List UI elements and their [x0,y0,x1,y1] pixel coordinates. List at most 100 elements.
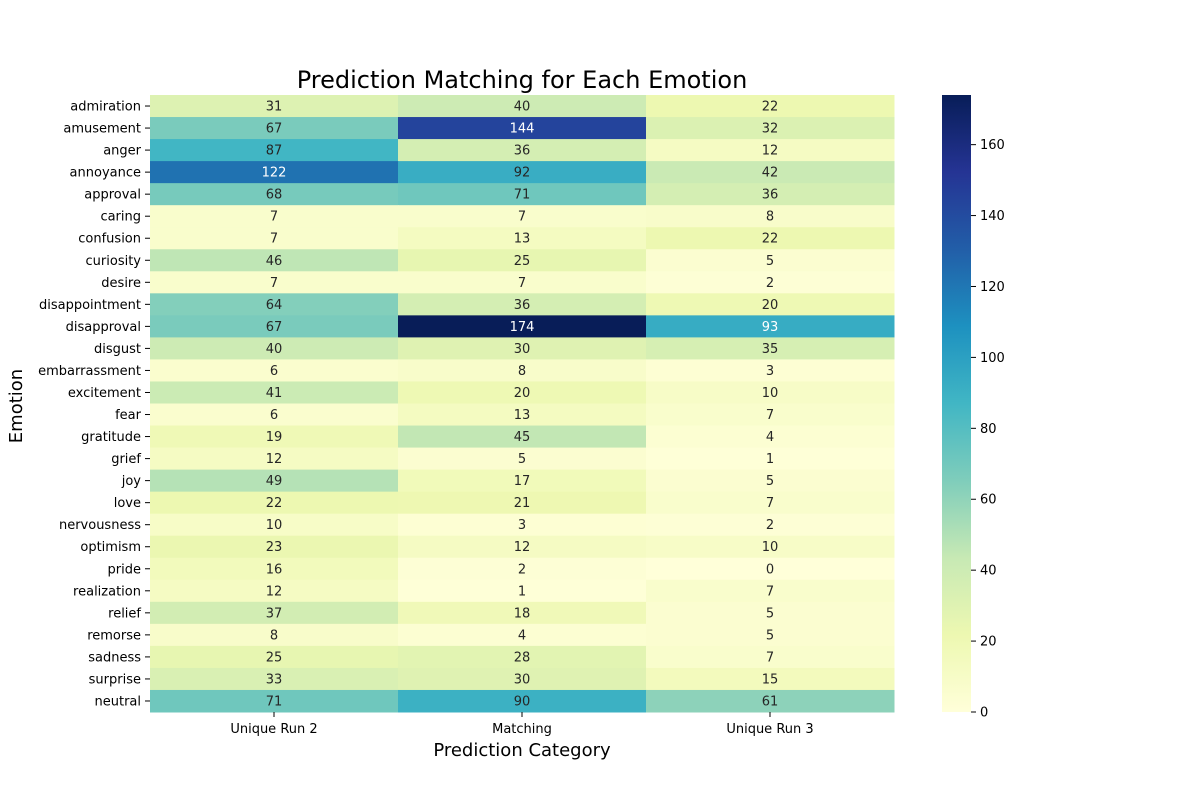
heatmap-cell [150,95,399,118]
cell-value-label: 93 [762,320,779,335]
heatmap-cell [398,271,647,294]
colorbar-tick-label: 160 [980,138,1005,153]
heatmap-cell [150,623,399,647]
heatmap-cell [398,491,647,515]
y-tick-label: realization [73,584,141,599]
cell-value-label: 22 [266,496,283,511]
colorbar: 0 20 40 60 80 100 120 140 160 [942,95,1005,721]
cell-value-label: 25 [266,650,283,665]
y-tick-label: caring [100,210,141,225]
heatmap-cell [150,557,399,581]
cell-value-label: 8 [518,364,526,379]
heatmap-cell [646,271,895,294]
heatmap-cell [646,183,895,206]
heatmap-cell [646,227,895,250]
cell-value-label: 64 [266,298,283,313]
cell-value-label: 7 [766,496,774,511]
heatmap-cell [398,601,647,625]
heatmap-cell [150,447,399,471]
heatmap-cell [398,161,647,184]
y-tick-labels: admiration amusement anger annoyance approva… [38,100,150,709]
cell-value-label: 12 [514,540,531,555]
heatmap-cell [646,249,895,272]
cell-value-label: 5 [766,474,774,489]
heatmap-cell [646,469,895,493]
heatmap-cell [398,337,647,360]
colorbar-gradient [942,95,971,712]
heatmap-cell [150,315,399,338]
colorbar-tick-label: 140 [980,209,1005,224]
y-tick-label: relief [108,606,141,621]
heatmap-cell [646,689,895,713]
cell-value-label: 12 [266,452,283,467]
cell-value-label: 15 [762,672,779,687]
cell-value-label: 4 [766,430,774,445]
cell-value-label: 7 [270,232,278,247]
cell-value-label: 16 [266,562,283,577]
x-tick-label: Matching [492,722,552,737]
cell-value-label: 67 [266,320,283,335]
cell-value-label: 33 [266,672,283,687]
cell-value-label: 3 [518,518,526,533]
cell-value-label: 13 [514,408,531,423]
cell-value-label: 87 [266,144,283,159]
cell-value-label: 7 [766,408,774,423]
colorbar-tick-label: 120 [980,280,1005,295]
cell-value-label: 46 [266,254,283,269]
y-tick-label: confusion [78,232,141,247]
heatmap-cell [398,227,647,250]
y-tick-label: gratitude [81,430,141,445]
cell-value-label: 7 [270,276,278,291]
cell-value-label: 0 [766,562,774,577]
cell-value-label: 1 [518,584,526,599]
cell-value-label: 5 [518,452,526,467]
cell-value-label: 36 [514,144,531,159]
cell-value-label: 5 [766,254,774,269]
heatmap-cell [398,249,647,272]
cell-value-label: 8 [766,210,774,225]
y-tick-label: curiosity [86,254,142,269]
heatmap-cell [150,579,399,603]
cell-value-label: 4 [518,628,526,643]
heatmap-cell [398,205,647,228]
y-tick-label: embarrassment [38,364,141,379]
heatmap-cell [646,381,895,404]
cell-value-label: 35 [762,342,779,357]
y-tick-label: neutral [95,694,142,709]
heatmap-cell [398,689,647,713]
heatmap-cell [646,359,895,382]
x-tick-labels: Unique Run 2 Matching Unique Run 3 [230,712,814,737]
heatmap-cell [398,513,647,537]
heatmap-cell [398,117,647,140]
heatmap-cell [150,403,399,427]
x-tick-label: Unique Run 2 [230,722,317,737]
y-tick-label: pride [108,562,141,577]
y-tick-label: disgust [94,342,141,357]
y-axis-label: Emotion [6,369,27,443]
heatmap-cell [150,249,399,272]
cell-value-label: 36 [762,188,779,203]
y-tick-label: amusement [63,122,141,137]
x-tick-label: Unique Run 3 [726,722,813,737]
cell-value-label: 2 [518,562,526,577]
cell-value-label: 10 [266,518,283,533]
heatmap-cell [150,205,399,228]
cell-value-label: 3 [766,364,774,379]
cell-value-label: 71 [266,694,283,709]
heatmap-cell [646,623,895,647]
heatmap-cell [646,535,895,559]
cell-value-label: 28 [514,650,531,665]
cell-value-label: 37 [266,606,283,621]
heatmap-cell [398,645,647,669]
cell-value-label: 21 [514,496,531,511]
chart-title: Prediction Matching for Each Emotion [297,66,748,94]
heatmap-cell [398,579,647,603]
cell-value-label: 67 [266,122,283,137]
heatmap-cell [646,579,895,603]
cell-value-label: 49 [266,474,283,489]
heatmap-cell [646,667,895,691]
colorbar-tick-label: 20 [980,635,997,650]
cell-value-label: 12 [266,584,283,599]
cell-value-label: 18 [514,606,531,621]
